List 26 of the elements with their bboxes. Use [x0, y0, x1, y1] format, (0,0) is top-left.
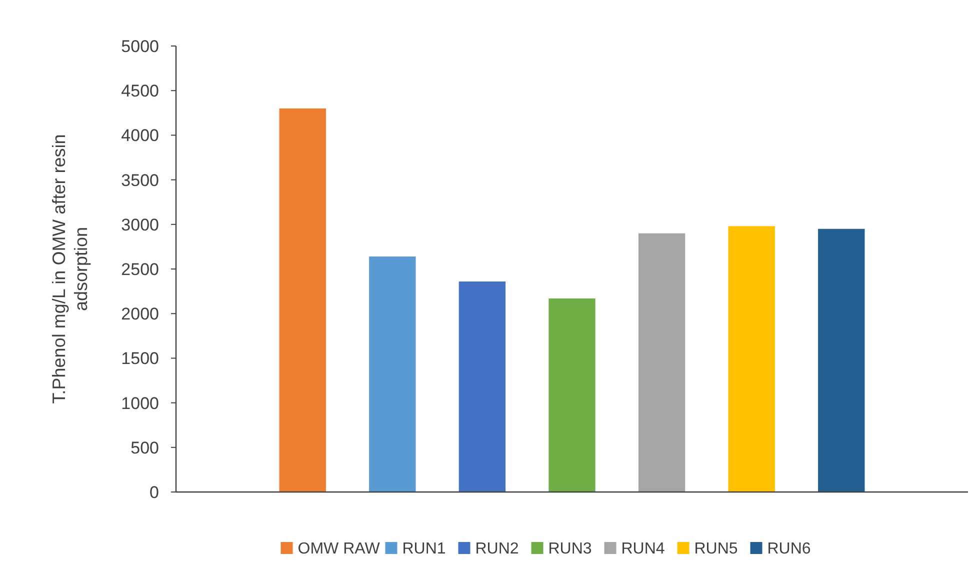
legend-label: RUN3	[548, 540, 592, 558]
y-tick-label: 5000	[121, 36, 159, 56]
bar	[458, 281, 506, 492]
bar	[279, 108, 326, 492]
y-tick-label: 1000	[121, 394, 159, 413]
y-tick-label: 4500	[121, 82, 159, 101]
legend-label: RUN2	[475, 540, 519, 558]
legend-label: RUN5	[694, 540, 738, 558]
legend-label: RUN4	[621, 540, 665, 558]
y-axis-title: T.Phenol mg/L in OMW after resin adsorption	[49, 134, 91, 404]
bar	[369, 256, 416, 492]
y-tick-label: 4000	[121, 126, 159, 146]
y-tick-label: 2500	[121, 260, 159, 279]
y-tick-label: 0	[150, 482, 159, 502]
y-tick-label: 3000	[121, 215, 159, 234]
bar	[818, 228, 865, 492]
legend-label: RUN1	[402, 540, 446, 558]
y-tick-label: 1500	[121, 349, 159, 368]
y-tick-label: 3500	[121, 170, 159, 190]
y-tick-label: 2000	[121, 304, 159, 324]
bar	[728, 226, 775, 492]
bar	[638, 233, 686, 492]
y-tick-label: 500	[130, 438, 159, 458]
legend-label: OMW RAW	[298, 540, 381, 558]
bar	[548, 298, 596, 492]
legend-label: RUN6	[767, 540, 811, 558]
